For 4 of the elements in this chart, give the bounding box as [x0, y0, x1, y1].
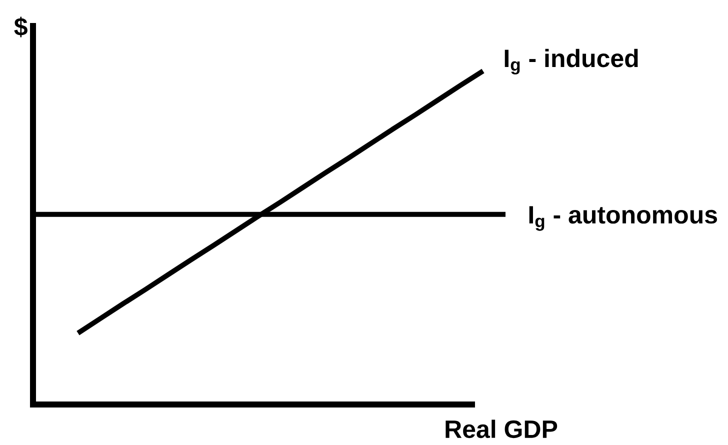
series-label: I$_{g}$ - autonomous — [529, 206, 718, 231]
y-axis-title: $ — [14, 16, 28, 38]
x-axis-title: Real GDP — [446, 420, 558, 438]
series-label: I$_{g}$ - induced — [504, 48, 638, 74]
